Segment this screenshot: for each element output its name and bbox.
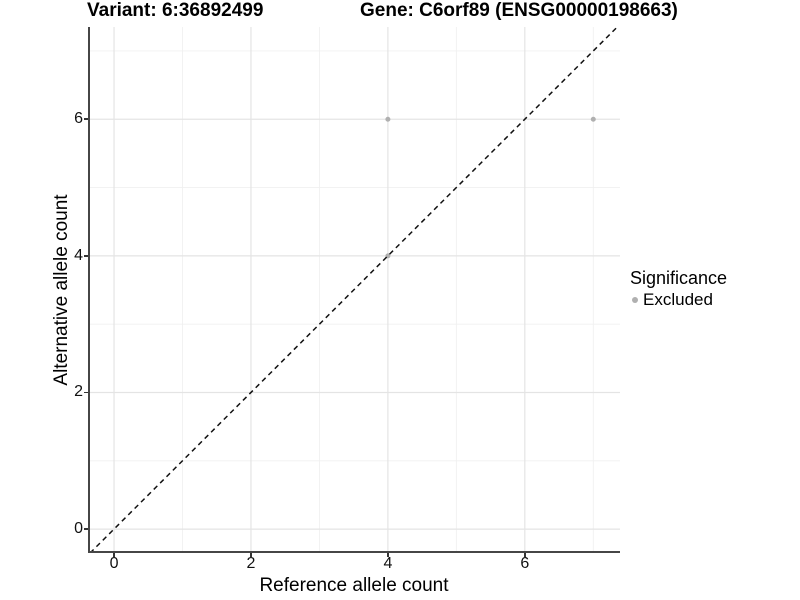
y-tick-mark — [84, 528, 88, 530]
x-tick-label: 4 — [383, 555, 393, 572]
y-tick-mark — [84, 391, 88, 394]
y-tick-label: 6 — [74, 110, 83, 128]
legend: Significance Excluded — [630, 268, 727, 310]
x-tick-label: 0 — [109, 555, 119, 572]
x-tick-label: 2 — [246, 555, 256, 572]
legend-item: Excluded — [630, 290, 727, 310]
scatter-plot-canvas — [88, 27, 620, 553]
data-point — [590, 116, 596, 122]
x-tick-mark — [250, 553, 252, 557]
x-tick-mark — [524, 553, 526, 557]
x-tick-label: 6 — [520, 555, 530, 572]
x-tick-mark — [113, 553, 115, 557]
y-tick-label: 4 — [74, 246, 83, 264]
y-tick-label: 2 — [74, 383, 83, 401]
x-tick-mark — [387, 553, 389, 557]
legend-item-label: Excluded — [643, 290, 713, 309]
plot-panel — [88, 27, 620, 553]
y-tick-label: 0 — [74, 520, 83, 538]
legend-items: Excluded — [630, 290, 727, 310]
identity-dashed-line — [89, 27, 618, 553]
x-axis-title: Reference allele count — [259, 575, 449, 596]
y-tick-mark — [84, 118, 88, 120]
y-axis-title-text: Alternative allele count — [51, 194, 72, 386]
legend-point-icon — [632, 297, 638, 303]
plot-title-variant: Variant: 6:36892499 — [87, 0, 264, 21]
data-point — [385, 116, 391, 122]
plot-title-gene: Gene: C6orf89 (ENSG00000198663) — [360, 0, 678, 21]
legend-title: Significance — [630, 268, 728, 288]
y-tick-mark — [84, 255, 88, 257]
